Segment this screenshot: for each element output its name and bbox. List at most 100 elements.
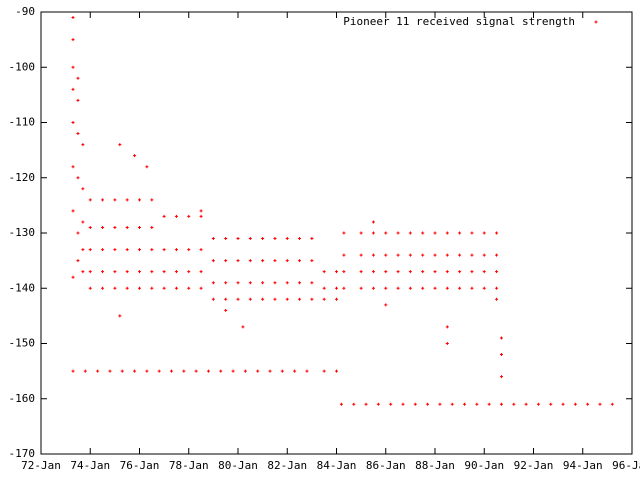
point	[549, 402, 553, 406]
point	[174, 286, 178, 290]
point	[512, 402, 516, 406]
y-tick-label: -170	[9, 447, 36, 460]
point	[138, 225, 141, 229]
point	[470, 286, 474, 290]
point	[450, 402, 454, 406]
point	[352, 402, 356, 406]
point	[475, 402, 479, 406]
point	[182, 369, 186, 373]
point	[125, 270, 129, 274]
point	[125, 225, 129, 229]
point	[76, 259, 80, 263]
point	[133, 369, 137, 373]
point	[150, 248, 154, 252]
point	[586, 402, 590, 406]
point	[421, 253, 425, 257]
point	[174, 214, 178, 218]
point	[81, 143, 85, 147]
point	[335, 369, 338, 373]
point	[76, 132, 80, 136]
point	[389, 402, 393, 406]
point	[470, 231, 474, 235]
x-tick-label: 88-Jan	[415, 459, 455, 472]
point	[76, 176, 80, 180]
point	[438, 402, 442, 406]
point	[241, 325, 245, 329]
point	[101, 286, 105, 290]
point	[199, 209, 203, 213]
point	[396, 253, 400, 257]
point	[384, 253, 388, 257]
point	[224, 297, 228, 301]
point	[125, 248, 129, 252]
point	[298, 281, 302, 285]
point	[187, 248, 191, 252]
y-tick-label: -130	[9, 226, 36, 239]
point	[408, 231, 412, 235]
point	[285, 259, 289, 263]
point	[243, 369, 247, 373]
point	[421, 270, 425, 274]
point	[174, 248, 178, 252]
point	[118, 314, 122, 318]
point	[150, 270, 154, 274]
point	[101, 198, 105, 202]
point	[273, 237, 277, 241]
point	[433, 286, 437, 290]
x-tick-label: 84-Jan	[317, 459, 357, 472]
point	[408, 286, 412, 290]
y-tick-label: -120	[9, 171, 36, 184]
point	[101, 270, 105, 274]
point	[211, 259, 215, 263]
point	[285, 281, 289, 285]
point	[162, 248, 166, 252]
point	[384, 286, 388, 290]
point	[371, 270, 375, 274]
point	[113, 225, 117, 229]
point	[458, 231, 462, 235]
point	[421, 286, 425, 290]
point	[224, 308, 228, 312]
point	[384, 303, 388, 307]
point	[236, 237, 240, 241]
point	[421, 231, 425, 235]
point	[396, 286, 400, 290]
point	[396, 270, 400, 274]
point	[162, 286, 166, 290]
point	[371, 220, 375, 224]
point	[573, 402, 577, 406]
point	[199, 214, 203, 218]
point	[322, 297, 326, 301]
point	[408, 253, 412, 257]
point	[248, 259, 252, 263]
point	[499, 402, 503, 406]
point	[458, 286, 462, 290]
legend-marker	[594, 20, 598, 24]
point	[396, 231, 400, 235]
x-tick-label: 90-Jan	[464, 459, 504, 472]
point	[224, 237, 228, 241]
point	[113, 286, 117, 290]
point	[76, 76, 80, 80]
y-tick-label: -160	[9, 392, 36, 405]
point	[187, 286, 191, 290]
point	[359, 253, 363, 257]
point	[81, 248, 85, 252]
point	[445, 270, 449, 274]
point	[150, 286, 154, 290]
point	[298, 297, 302, 301]
point	[536, 402, 540, 406]
x-tick-label: 96-Jan	[612, 459, 640, 472]
point	[322, 369, 326, 373]
point	[463, 402, 467, 406]
point	[322, 286, 326, 290]
point	[371, 253, 375, 257]
point	[285, 237, 289, 241]
point	[445, 342, 449, 345]
point	[174, 270, 178, 274]
point	[88, 270, 92, 274]
point	[71, 121, 75, 124]
point	[445, 325, 449, 329]
point	[335, 270, 338, 274]
point	[310, 281, 314, 285]
